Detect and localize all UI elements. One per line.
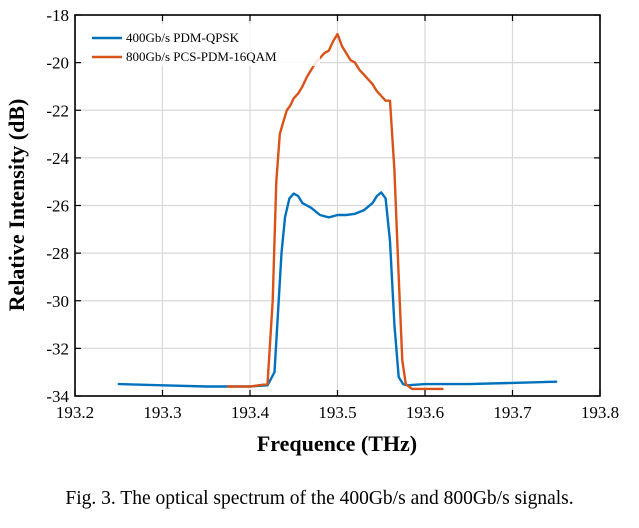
- series-line-800g: [226, 32, 444, 391]
- x-tick-label: 193.2: [56, 403, 94, 422]
- y-tick-label: -30: [46, 292, 69, 311]
- legend-label-800g: 800Gb/s PCS-PDM-16QAM: [126, 49, 277, 64]
- y-tick-label: -34: [46, 387, 69, 406]
- series-line-400g: [117, 191, 558, 388]
- y-tick-label: -20: [46, 54, 69, 73]
- figure-caption: Fig. 3. The optical spectrum of the 400G…: [65, 488, 574, 509]
- x-tick-label: 193.3: [143, 403, 181, 422]
- x-tick-label: 193.7: [493, 403, 532, 422]
- y-tick-label: -28: [46, 244, 69, 263]
- x-axis-title: Frequence (THz): [257, 431, 417, 456]
- axis-ticks: 193.2 193.3 193.4 193.5 193.6 193.7 193.8 -34 -3…: [46, 6, 619, 422]
- legend: 400Gb/s PDM-QPSK 800Gb/s PCS-PDM-16QAM: [84, 24, 320, 66]
- legend-box: [84, 24, 320, 66]
- grid: [74, 14, 601, 397]
- x-tick-label: 193.4: [231, 403, 270, 422]
- y-tick-label: -32: [46, 339, 69, 358]
- y-tick-label: -24: [46, 149, 69, 168]
- y-axis-title: Relative Intensity (dB): [4, 99, 29, 312]
- x-tick-label: 193.5: [318, 403, 356, 422]
- x-tick-label: 193.6: [406, 403, 444, 422]
- y-tick-label: -26: [46, 197, 69, 216]
- legend-label-400g: 400Gb/s PDM-QPSK: [126, 30, 240, 45]
- x-tick-label: 193.8: [581, 403, 619, 422]
- y-tick-label: -22: [46, 101, 69, 120]
- y-tick-label: -18: [46, 6, 69, 25]
- series-lines: [117, 32, 558, 391]
